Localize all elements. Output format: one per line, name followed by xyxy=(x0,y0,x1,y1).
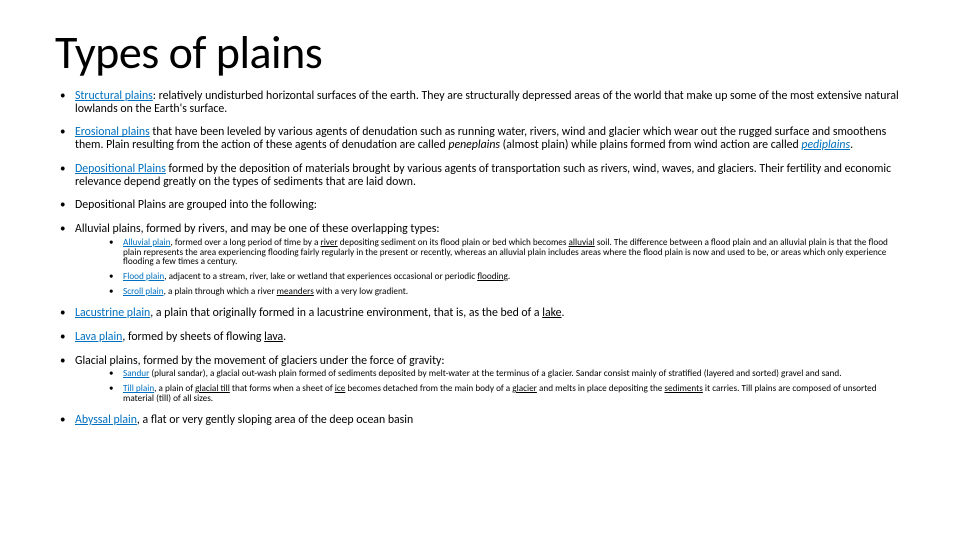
link-sandur[interactable]: Sandur xyxy=(123,368,149,379)
link-glacier[interactable]: glacier xyxy=(512,383,537,394)
text: becomes detached from the main body of a xyxy=(345,383,512,394)
bullet-structural: Structural plains: relatively undisturbe… xyxy=(55,90,905,115)
link-lake[interactable]: lake xyxy=(542,306,561,320)
bullet-erosional: Erosional plains that have been leveled … xyxy=(55,126,905,151)
link-sediments[interactable]: sediments xyxy=(664,383,702,394)
link-meanders[interactable]: meanders xyxy=(277,286,314,297)
text: , formed by the movement of glaciers und… xyxy=(138,354,445,368)
bullet-abyssal: Abyssal plain, a flat or very gently slo… xyxy=(55,414,905,427)
sub-sandur: Sandur (plural sandar), a glacial out-wa… xyxy=(109,369,905,379)
bullet-grouped: Depositional Plains are grouped into the… xyxy=(55,199,905,212)
text: formed by the deposition of materials br… xyxy=(75,162,891,189)
bullet-lava: Lava plain, formed by sheets of flowing … xyxy=(55,331,905,344)
text: (almost plain) while plains formed from … xyxy=(500,138,801,152)
bullet-alluvial: Alluvial plains, formed by rivers, and m… xyxy=(55,223,905,296)
text-lead: Glacial plains xyxy=(75,354,138,368)
text: with a very low gradient. xyxy=(314,286,408,297)
link-lava-plain[interactable]: Lava plain xyxy=(75,330,122,344)
link-scroll-plain[interactable]: Scroll plain xyxy=(123,286,164,297)
text: , adjacent to a stream, river, lake or w… xyxy=(164,271,477,282)
text: , formed by rivers, and may be one of th… xyxy=(141,222,440,236)
slide: Types of plains Structural plains: relat… xyxy=(0,0,960,540)
sub-alluvial-plain: Alluvial plain, formed over a long perio… xyxy=(109,238,905,267)
link-flooding[interactable]: flooding xyxy=(477,271,508,282)
text-lead: Alluvial plains xyxy=(75,222,141,236)
sub-flood-plain: Flood plain, adjacent to a stream, river… xyxy=(109,272,905,282)
sublist-alluvial: Alluvial plain, formed over a long perio… xyxy=(75,238,905,296)
bullet-depositional: Depositional Plains formed by the deposi… xyxy=(55,163,905,188)
text: , formed by sheets of flowing xyxy=(122,330,264,344)
sub-scroll-plain: Scroll plain, a plain through which a ri… xyxy=(109,287,905,297)
text: Depositional Plains are grouped into the… xyxy=(75,198,317,212)
text: . xyxy=(508,271,510,282)
link-ice[interactable]: ice xyxy=(335,383,346,394)
link-lacustrine-plain[interactable]: Lacustrine plain xyxy=(75,306,150,320)
text: : relatively undisturbed horizontal surf… xyxy=(75,89,899,116)
text: that forms when a sheet of xyxy=(230,383,335,394)
text: . xyxy=(850,138,853,152)
link-flood-plain[interactable]: Flood plain xyxy=(123,271,164,282)
link-lava[interactable]: lava xyxy=(264,330,283,344)
sublist-glacial: Sandur (plural sandar), a glacial out-wa… xyxy=(75,369,905,403)
text: , a plain that originally formed in a la… xyxy=(150,306,542,320)
text: and melts in place depositing the xyxy=(537,383,665,394)
text: , a flat or very gently sloping area of … xyxy=(137,413,413,427)
text: . xyxy=(561,306,564,320)
link-pediplains[interactable]: pediplains xyxy=(801,138,850,152)
link-abyssal-plain[interactable]: Abyssal plain xyxy=(75,413,137,427)
text: . xyxy=(283,330,286,344)
term-peneplains: peneplains xyxy=(448,138,500,152)
bullet-glacial: Glacial plains, formed by the movement o… xyxy=(55,355,905,404)
text: (plural sandar), a glacial out-wash plai… xyxy=(149,368,841,379)
sub-till-plain: Till plain, a plain of glacial till that… xyxy=(109,384,905,403)
page-title: Types of plains xyxy=(55,30,905,76)
bullet-lacustrine: Lacustrine plain, a plain that originall… xyxy=(55,307,905,320)
text: , a plain through which a river xyxy=(164,286,277,297)
bullet-list: Structural plains: relatively undisturbe… xyxy=(55,90,905,427)
